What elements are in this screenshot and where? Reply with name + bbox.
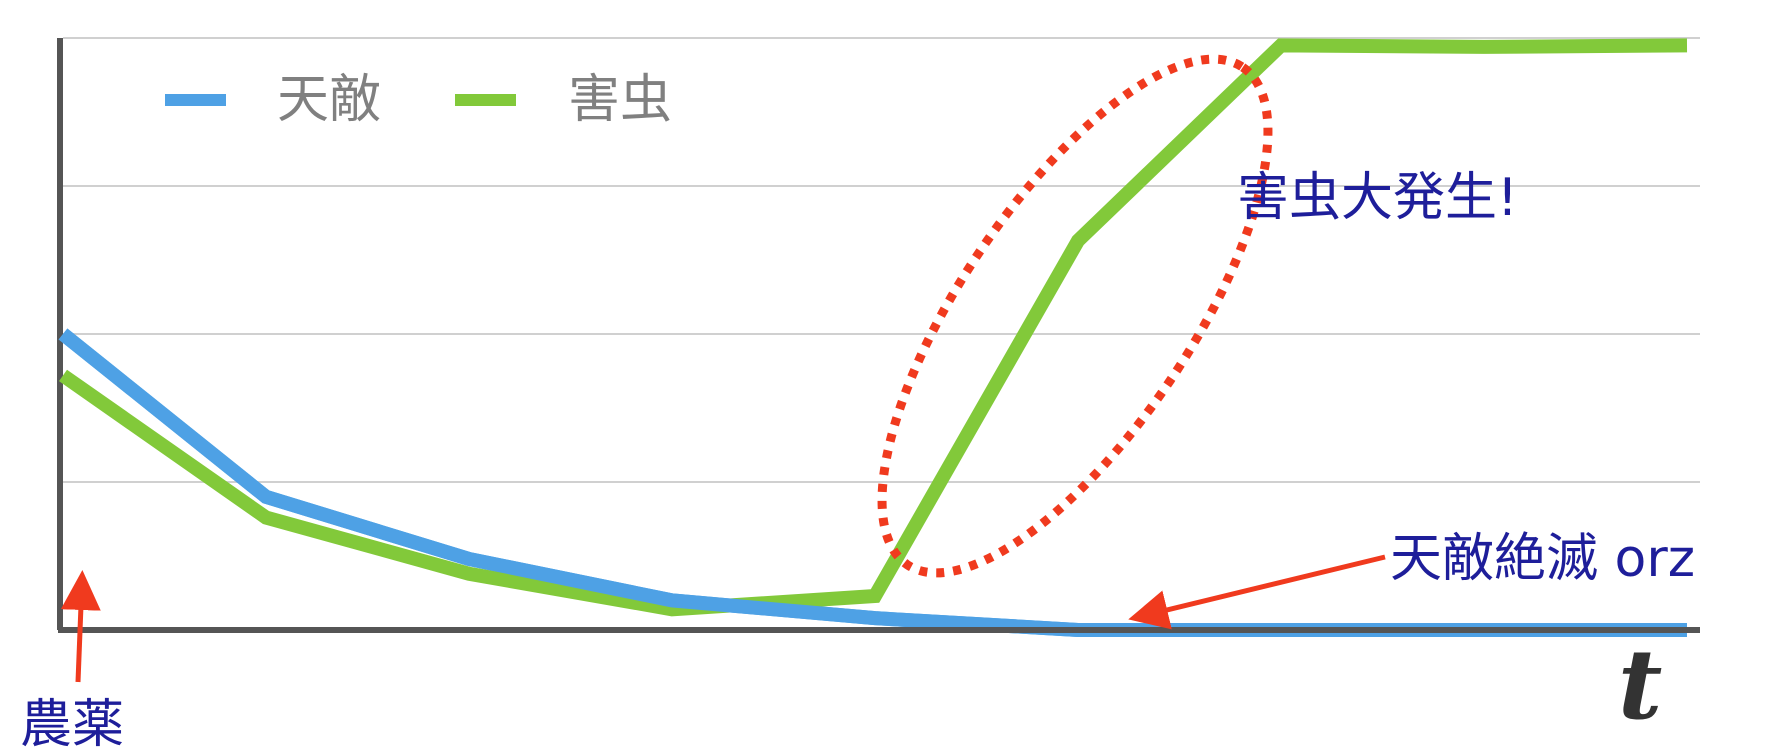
extinction-arrow (1128, 554, 1386, 630)
annotation-extinction: 天敵絶滅 orz (1390, 529, 1695, 589)
series-line-pest (58, 38, 1688, 617)
annotation-pesticide: 農薬 (20, 695, 124, 752)
outbreak-highlight-ellipse (877, 54, 1273, 578)
annotation-outbreak: 害虫大発生! (1237, 168, 1518, 228)
grid-lines (63, 37, 1700, 483)
legend-label-pest: 害虫 (568, 70, 672, 130)
legend-label-natural-enemy: 天敵 (277, 70, 381, 130)
x-axis-label: t (1618, 628, 1662, 741)
pesticide-arrow (60, 570, 101, 683)
legend: 天敵 害虫 (165, 70, 672, 130)
